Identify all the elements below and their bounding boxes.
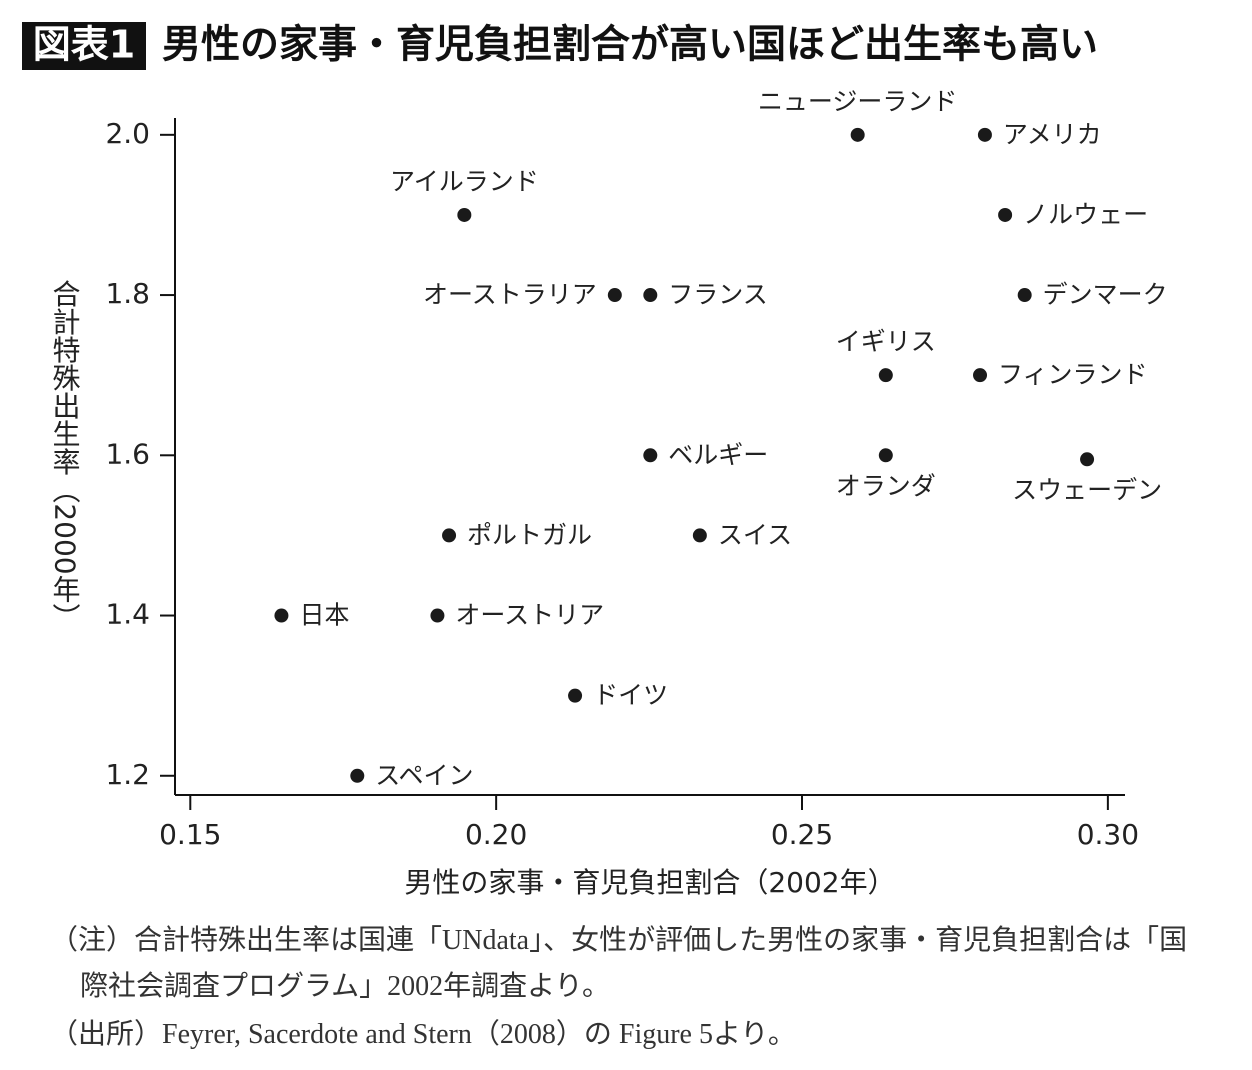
- x-tick-label: 0.15: [159, 818, 221, 851]
- point: [607, 288, 622, 303]
- point: [442, 528, 457, 543]
- y-tick-label: 1.8: [105, 277, 150, 310]
- point: [568, 688, 583, 703]
- y-tick-label: 1.2: [105, 758, 150, 791]
- point: [643, 448, 658, 463]
- x-tick-label: 0.25: [771, 818, 833, 851]
- badge: 図表1: [33, 23, 135, 67]
- x-axis-label: 男性の家事・育児負担割合（2002年）: [404, 866, 895, 899]
- point-label: イギリス: [836, 327, 936, 356]
- point: [973, 368, 988, 383]
- y-tick-label: 2.0: [105, 117, 150, 150]
- point-label: スイス: [718, 520, 792, 549]
- point: [977, 127, 992, 142]
- point-label: アイルランド: [390, 167, 539, 196]
- point-label: オランダ: [836, 471, 936, 500]
- y-axis-label: 合計特殊出生率（2000年）: [49, 279, 82, 631]
- point-label: スウェーデン: [1012, 475, 1162, 504]
- point: [998, 207, 1013, 222]
- point-label: ニュージーランド: [758, 87, 958, 116]
- x-tick-label: 0.20: [465, 818, 527, 851]
- point-label: ポルトガル: [467, 520, 592, 549]
- point-label: フィンランド: [998, 360, 1148, 389]
- point-label: 日本: [299, 601, 349, 630]
- point: [457, 207, 472, 222]
- point-label: フランス: [668, 280, 768, 309]
- point-label: スペイン: [375, 761, 473, 790]
- y-tick-label: 1.4: [105, 598, 150, 631]
- point-label: オーストラリア: [423, 280, 597, 309]
- point: [1017, 288, 1032, 303]
- point-label: デンマーク: [1043, 280, 1168, 309]
- point-label: ベルギー: [668, 440, 768, 469]
- chart-title: 男性の家事・育児負担割合が高い国ほど出生率も高い: [162, 23, 1098, 68]
- note: （注）合計特殊出生率は国連「UNdata」、女性が評価した男性の家事・育児負担割…: [50, 925, 1188, 1002]
- x-tick-label: 0.30: [1077, 818, 1139, 851]
- point: [430, 608, 445, 623]
- point: [350, 768, 365, 783]
- point: [878, 368, 893, 383]
- point: [1080, 452, 1095, 467]
- point: [643, 288, 658, 303]
- source: （出所）Feyrer, Sacerdote and Stern（2008）の F…: [50, 1019, 796, 1050]
- point: [878, 448, 893, 463]
- point-label: ノルウェー: [1023, 200, 1148, 229]
- badge-box: [22, 22, 146, 70]
- point-label: オーストリア: [455, 601, 604, 630]
- point-label: アメリカ: [1003, 120, 1102, 149]
- point: [692, 528, 707, 543]
- point: [850, 127, 865, 142]
- y-tick-label: 1.6: [105, 437, 150, 470]
- point: [274, 608, 289, 623]
- point-label: ドイツ: [593, 681, 668, 710]
